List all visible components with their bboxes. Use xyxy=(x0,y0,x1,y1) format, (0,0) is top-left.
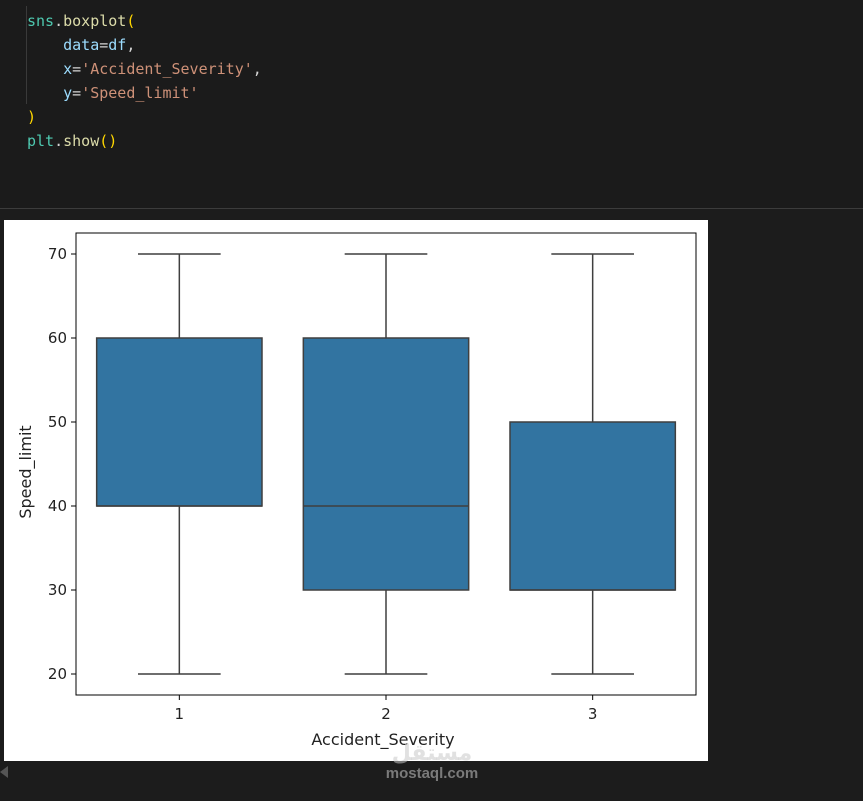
code-token: = xyxy=(72,84,82,102)
code-token: () xyxy=(99,132,118,150)
boxplot-figure: 20 30 40 50 60 70 1 2 3 Accident_Severity Speed_li… xyxy=(4,220,708,761)
code-token: . xyxy=(54,132,64,150)
x-tick-label: 1 xyxy=(175,705,185,723)
code-token: = xyxy=(99,36,109,54)
y-tick-label: 70 xyxy=(48,245,67,263)
code-token: show xyxy=(63,132,100,150)
code-token: plt xyxy=(27,132,55,150)
code-token: y xyxy=(63,84,73,102)
code-gutter xyxy=(26,6,27,104)
code-token xyxy=(27,60,63,78)
scroll-left-icon[interactable] xyxy=(0,766,8,778)
watermark-text: mostaql.com xyxy=(385,765,479,782)
code-token xyxy=(27,84,63,102)
cell-divider xyxy=(0,208,863,209)
code-token: = xyxy=(72,60,82,78)
code-token: 'Speed_limit' xyxy=(81,84,199,102)
code-line: x='Accident_Severity', xyxy=(27,57,262,81)
x-axis-label: Accident_Severity xyxy=(311,730,454,750)
code-token: df xyxy=(108,36,127,54)
code-cell[interactable]: sns.boxplot( data=df, x='Accident_Severi… xyxy=(0,0,863,208)
box-1 xyxy=(95,337,263,507)
code-token xyxy=(27,36,63,54)
y-tick-label: 50 xyxy=(48,413,67,431)
code-line: plt.show() xyxy=(27,129,262,153)
y-tick-label: 30 xyxy=(48,581,67,599)
code-token: . xyxy=(54,12,64,30)
code-token: x xyxy=(63,60,73,78)
watermark-logo: مستقل xyxy=(391,741,473,766)
code-token: data xyxy=(63,36,100,54)
box-2 xyxy=(302,337,470,591)
code-token: sns xyxy=(27,12,55,30)
code-line: y='Speed_limit' xyxy=(27,81,262,105)
y-tick-label: 40 xyxy=(48,497,67,515)
code-token: ( xyxy=(126,12,136,30)
y-axis-label: Speed_limit xyxy=(16,425,36,518)
code-token: , xyxy=(126,36,136,54)
code-token: ) xyxy=(27,108,37,126)
boxplot-chart: 20 30 40 50 60 70 1 2 3 Accident_Severity Speed_li… xyxy=(16,232,697,750)
y-tick-label: 60 xyxy=(48,329,67,347)
code-editor[interactable]: sns.boxplot( data=df, x='Accident_Severi… xyxy=(27,9,262,153)
x-tick-label: 2 xyxy=(381,705,391,723)
watermark: مستقل mostaql.com xyxy=(372,742,492,782)
box-3 xyxy=(509,421,677,591)
code-token: 'Accident_Severity' xyxy=(81,60,253,78)
code-token: , xyxy=(252,60,262,78)
code-line: ) xyxy=(27,105,262,129)
code-token: boxplot xyxy=(63,12,127,30)
y-tick-label: 20 xyxy=(48,665,67,683)
code-line: sns.boxplot( xyxy=(27,9,262,33)
x-tick-label: 3 xyxy=(588,705,598,723)
code-line: data=df, xyxy=(27,33,262,57)
